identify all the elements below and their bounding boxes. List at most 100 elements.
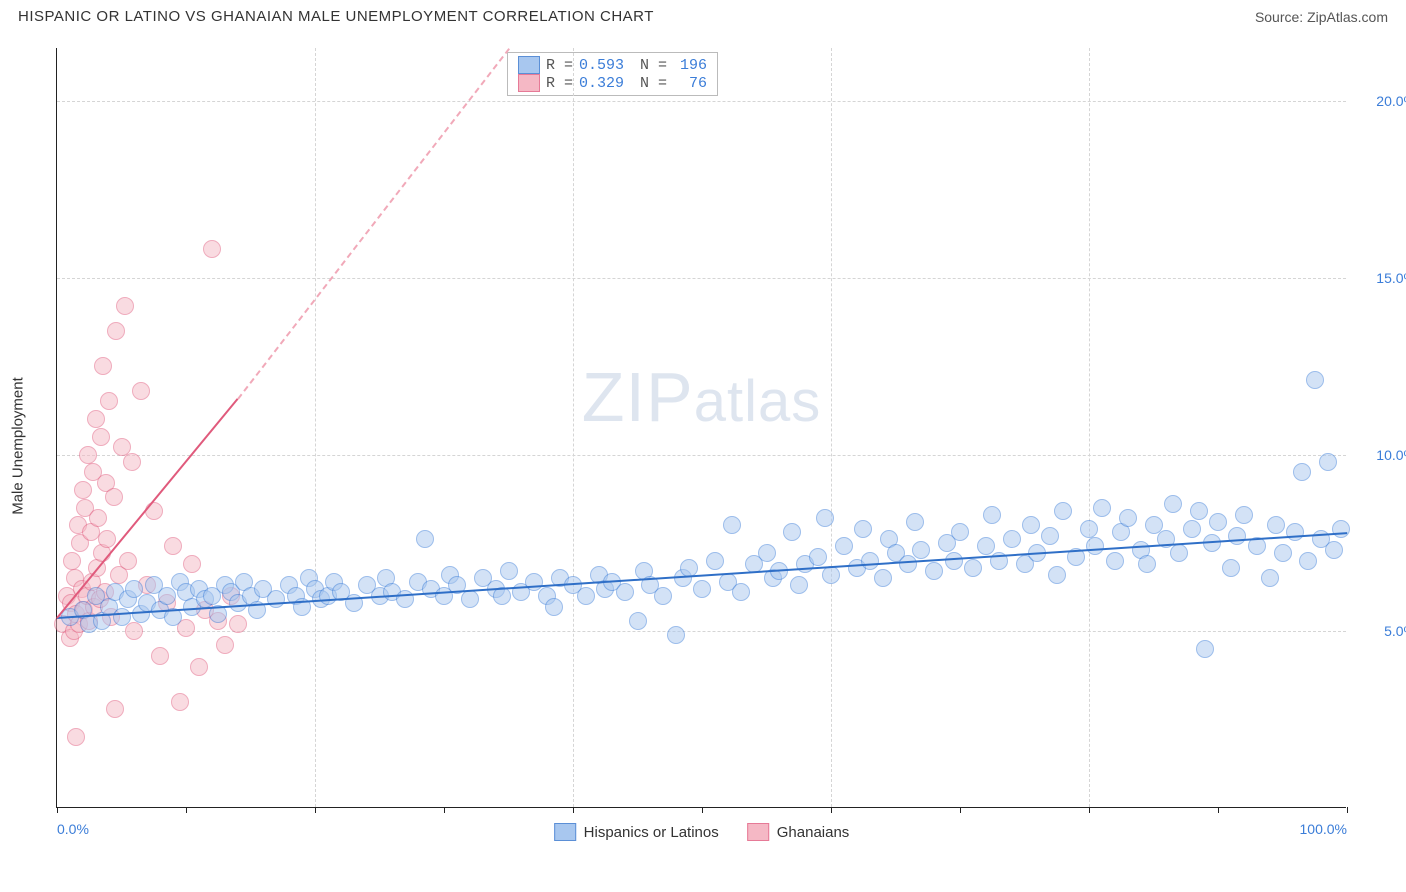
y-tick-label: 5.0% <box>1356 623 1406 639</box>
scatter-point-blue <box>1209 513 1227 531</box>
scatter-point-blue <box>1306 371 1324 389</box>
scatter-point-blue <box>1170 544 1188 562</box>
legend-n-label: N = <box>640 57 667 74</box>
scatter-point-pink <box>92 428 110 446</box>
legend-r-value: 0.593 <box>579 57 624 74</box>
legend-swatch <box>518 56 540 74</box>
scatter-point-blue <box>1196 640 1214 658</box>
legend-r-label: R = <box>546 57 573 74</box>
scatter-point-blue <box>1048 566 1066 584</box>
legend-n-value: 196 <box>673 57 707 74</box>
gridline-h <box>57 631 1346 632</box>
x-tick-mark <box>573 807 574 813</box>
scatter-point-blue <box>461 590 479 608</box>
gridline-v <box>573 48 574 807</box>
scatter-point-pink <box>164 537 182 555</box>
chart-title: HISPANIC OR LATINO VS GHANAIAN MALE UNEM… <box>18 8 654 25</box>
scatter-point-blue <box>758 544 776 562</box>
scatter-point-blue <box>1267 516 1285 534</box>
scatter-point-blue <box>1190 502 1208 520</box>
scatter-point-blue <box>1041 527 1059 545</box>
scatter-point-pink <box>190 658 208 676</box>
scatter-point-blue <box>1235 506 1253 524</box>
scatter-point-pink <box>89 509 107 527</box>
y-tick-label: 20.0% <box>1356 93 1406 109</box>
scatter-point-pink <box>203 240 221 258</box>
scatter-point-pink <box>151 647 169 665</box>
scatter-point-pink <box>67 728 85 746</box>
chart-plot-area: ZIPatlas R =0.593N =196R =0.329N = 76 Hi… <box>56 48 1346 808</box>
scatter-point-pink <box>116 297 134 315</box>
scatter-point-blue <box>906 513 924 531</box>
scatter-point-pink <box>63 552 81 570</box>
scatter-point-blue <box>416 530 434 548</box>
source-label: Source: ZipAtlas.com <box>1255 9 1388 25</box>
scatter-point-blue <box>809 548 827 566</box>
scatter-point-blue <box>1164 495 1182 513</box>
scatter-point-pink <box>74 481 92 499</box>
x-tick-mark <box>1089 807 1090 813</box>
scatter-point-blue <box>1086 537 1104 555</box>
scatter-point-blue <box>1325 541 1343 559</box>
scatter-point-blue <box>790 576 808 594</box>
y-axis-label: Male Unemployment <box>10 377 27 515</box>
scatter-point-blue <box>1286 523 1304 541</box>
scatter-point-blue <box>545 598 563 616</box>
scatter-point-blue <box>1261 569 1279 587</box>
scatter-point-blue <box>1319 453 1337 471</box>
x-tick-mark <box>315 807 316 813</box>
scatter-point-blue <box>732 583 750 601</box>
scatter-point-blue <box>654 587 672 605</box>
scatter-point-blue <box>1080 520 1098 538</box>
scatter-point-blue <box>861 552 879 570</box>
scatter-point-blue <box>1222 559 1240 577</box>
scatter-point-pink <box>107 322 125 340</box>
legend-n-label: N = <box>640 75 667 92</box>
scatter-point-blue <box>835 537 853 555</box>
y-tick-label: 15.0% <box>1356 270 1406 286</box>
scatter-point-blue <box>693 580 711 598</box>
scatter-point-blue <box>816 509 834 527</box>
scatter-point-blue <box>158 587 176 605</box>
x-tick-label: 0.0% <box>57 821 89 837</box>
scatter-point-blue <box>1293 463 1311 481</box>
scatter-point-pink <box>79 446 97 464</box>
scatter-point-blue <box>667 626 685 644</box>
scatter-point-blue <box>267 590 285 608</box>
scatter-point-pink <box>229 615 247 633</box>
scatter-point-blue <box>1332 520 1350 538</box>
y-tick-label: 10.0% <box>1356 447 1406 463</box>
x-tick-mark <box>186 807 187 813</box>
gridline-h <box>57 101 1346 102</box>
legend-label: Ghanaians <box>777 824 850 841</box>
watermark: ZIPatlas <box>582 357 821 437</box>
gridline-h <box>57 455 1346 456</box>
x-tick-mark <box>444 807 445 813</box>
legend-label: Hispanics or Latinos <box>584 824 719 841</box>
scatter-point-blue <box>500 562 518 580</box>
scatter-point-blue <box>1054 502 1072 520</box>
scatter-point-blue <box>1228 527 1246 545</box>
gridline-v <box>1089 48 1090 807</box>
scatter-point-pink <box>119 552 137 570</box>
scatter-point-blue <box>1299 552 1317 570</box>
scatter-point-blue <box>1183 520 1201 538</box>
gridline-v <box>315 48 316 807</box>
scatter-point-pink <box>125 622 143 640</box>
scatter-point-blue <box>1022 516 1040 534</box>
x-tick-mark <box>702 807 703 813</box>
correlation-legend: R =0.593N =196R =0.329N = 76 <box>507 52 718 96</box>
scatter-point-blue <box>912 541 930 559</box>
legend-item: Ghanaians <box>747 823 850 841</box>
scatter-point-blue <box>945 552 963 570</box>
scatter-point-blue <box>951 523 969 541</box>
scatter-point-pink <box>216 636 234 654</box>
legend-item: Hispanics or Latinos <box>554 823 719 841</box>
legend-n-value: 76 <box>673 75 707 92</box>
x-tick-mark <box>1218 807 1219 813</box>
scatter-point-blue <box>1003 530 1021 548</box>
scatter-point-blue <box>616 583 634 601</box>
scatter-point-pink <box>106 700 124 718</box>
scatter-point-blue <box>1274 544 1292 562</box>
scatter-point-blue <box>723 516 741 534</box>
